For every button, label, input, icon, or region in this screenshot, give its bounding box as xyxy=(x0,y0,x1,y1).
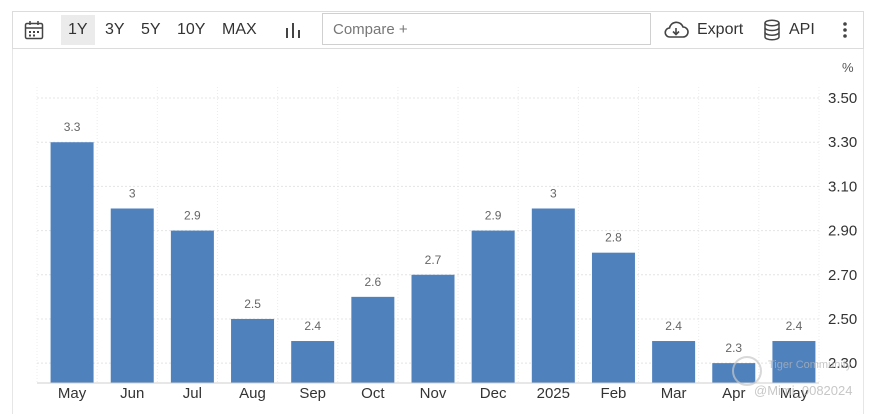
range-button-10y[interactable]: 10Y xyxy=(177,21,206,38)
data-label: 2.7 xyxy=(425,253,442,267)
export-label: Export xyxy=(697,21,744,38)
watermark-name: Tiger Community xyxy=(768,359,852,371)
bar xyxy=(351,296,395,383)
range-button-1y[interactable]: 1Y xyxy=(61,15,95,45)
data-label: 2.5 xyxy=(244,297,261,311)
calendar-icon[interactable] xyxy=(23,12,45,48)
data-label: 2.8 xyxy=(605,231,622,245)
watermark: Tiger Community @Mimi_0082024 xyxy=(732,354,872,398)
bar-chart-icon[interactable] xyxy=(283,12,303,48)
data-label: 2.9 xyxy=(485,209,502,223)
y-tick-label: 2.70 xyxy=(828,267,857,284)
range-button-5y[interactable]: 5Y xyxy=(141,21,161,38)
x-tick-label: May xyxy=(780,385,809,402)
bar xyxy=(170,230,214,383)
y-tick-label: 2.90 xyxy=(828,223,857,240)
bar xyxy=(50,142,94,383)
bar-chart: 3.50 3.30 3.10 2.90 2.70 2.50 2.30 3.3 May 3 Jun 2.… xyxy=(36,87,857,402)
x-tick-label: Apr xyxy=(722,385,745,402)
compare-input[interactable]: Compare + xyxy=(322,13,651,45)
data-label: 2.6 xyxy=(365,275,382,289)
api-button[interactable]: API xyxy=(763,12,815,48)
data-label: 2.4 xyxy=(304,319,321,333)
bar xyxy=(231,318,275,383)
export-button[interactable]: Export xyxy=(663,12,743,48)
tiger-logo-icon xyxy=(732,356,762,386)
x-tick-label: Aug xyxy=(239,385,266,402)
api-label: API xyxy=(789,21,815,38)
x-tick-label: Nov xyxy=(420,385,447,402)
x-tick-label: Sep xyxy=(299,385,326,402)
x-tick-label: Dec xyxy=(480,385,507,402)
x-tick-label: 2025 xyxy=(537,385,570,402)
data-label: 3.3 xyxy=(64,120,81,134)
bar xyxy=(772,341,816,383)
data-label: 2.3 xyxy=(725,341,742,355)
data-label: 2.9 xyxy=(184,209,201,223)
data-label: 2.4 xyxy=(665,319,682,333)
x-tick-label: Jul xyxy=(183,385,202,402)
y-tick-label: 2.50 xyxy=(828,311,857,328)
bar xyxy=(471,230,515,383)
chart-toolbar: 1Y 3Y 5Y 10Y MAX Compare + Export API xyxy=(12,11,864,49)
y-tick-label: 3.10 xyxy=(828,178,857,195)
data-label: 3 xyxy=(550,186,557,200)
x-tick-label: Feb xyxy=(601,385,627,402)
x-tick-label: May xyxy=(58,385,87,402)
bar xyxy=(411,274,455,383)
y-tick-label: 3.50 xyxy=(828,90,857,107)
bar xyxy=(531,208,575,383)
y-tick-label: 3.30 xyxy=(828,134,857,151)
range-button-3y[interactable]: 3Y xyxy=(105,21,125,38)
y-axis-unit: % xyxy=(842,60,854,75)
x-tick-label: Mar xyxy=(661,385,687,402)
bar xyxy=(110,208,154,383)
x-tick-label: Oct xyxy=(361,385,385,402)
watermark-handle: @Mimi_0082024 xyxy=(754,383,853,398)
bar xyxy=(291,341,335,383)
bar xyxy=(591,252,635,383)
cloud-download-icon xyxy=(664,21,689,38)
x-tick-label: Jun xyxy=(120,385,144,402)
y-tick-label: 2.30 xyxy=(828,355,857,372)
chart-area: % 3.50 3.30 3.10 2.90 2.70 2.50 2.30 3.3 May 3 Jun… xyxy=(12,49,864,414)
database-icon xyxy=(764,19,780,41)
range-button-max[interactable]: MAX xyxy=(222,21,257,38)
more-options-icon[interactable] xyxy=(837,12,853,48)
bar xyxy=(652,341,696,383)
data-label: 3 xyxy=(129,186,136,200)
data-label: 2.4 xyxy=(786,319,803,333)
